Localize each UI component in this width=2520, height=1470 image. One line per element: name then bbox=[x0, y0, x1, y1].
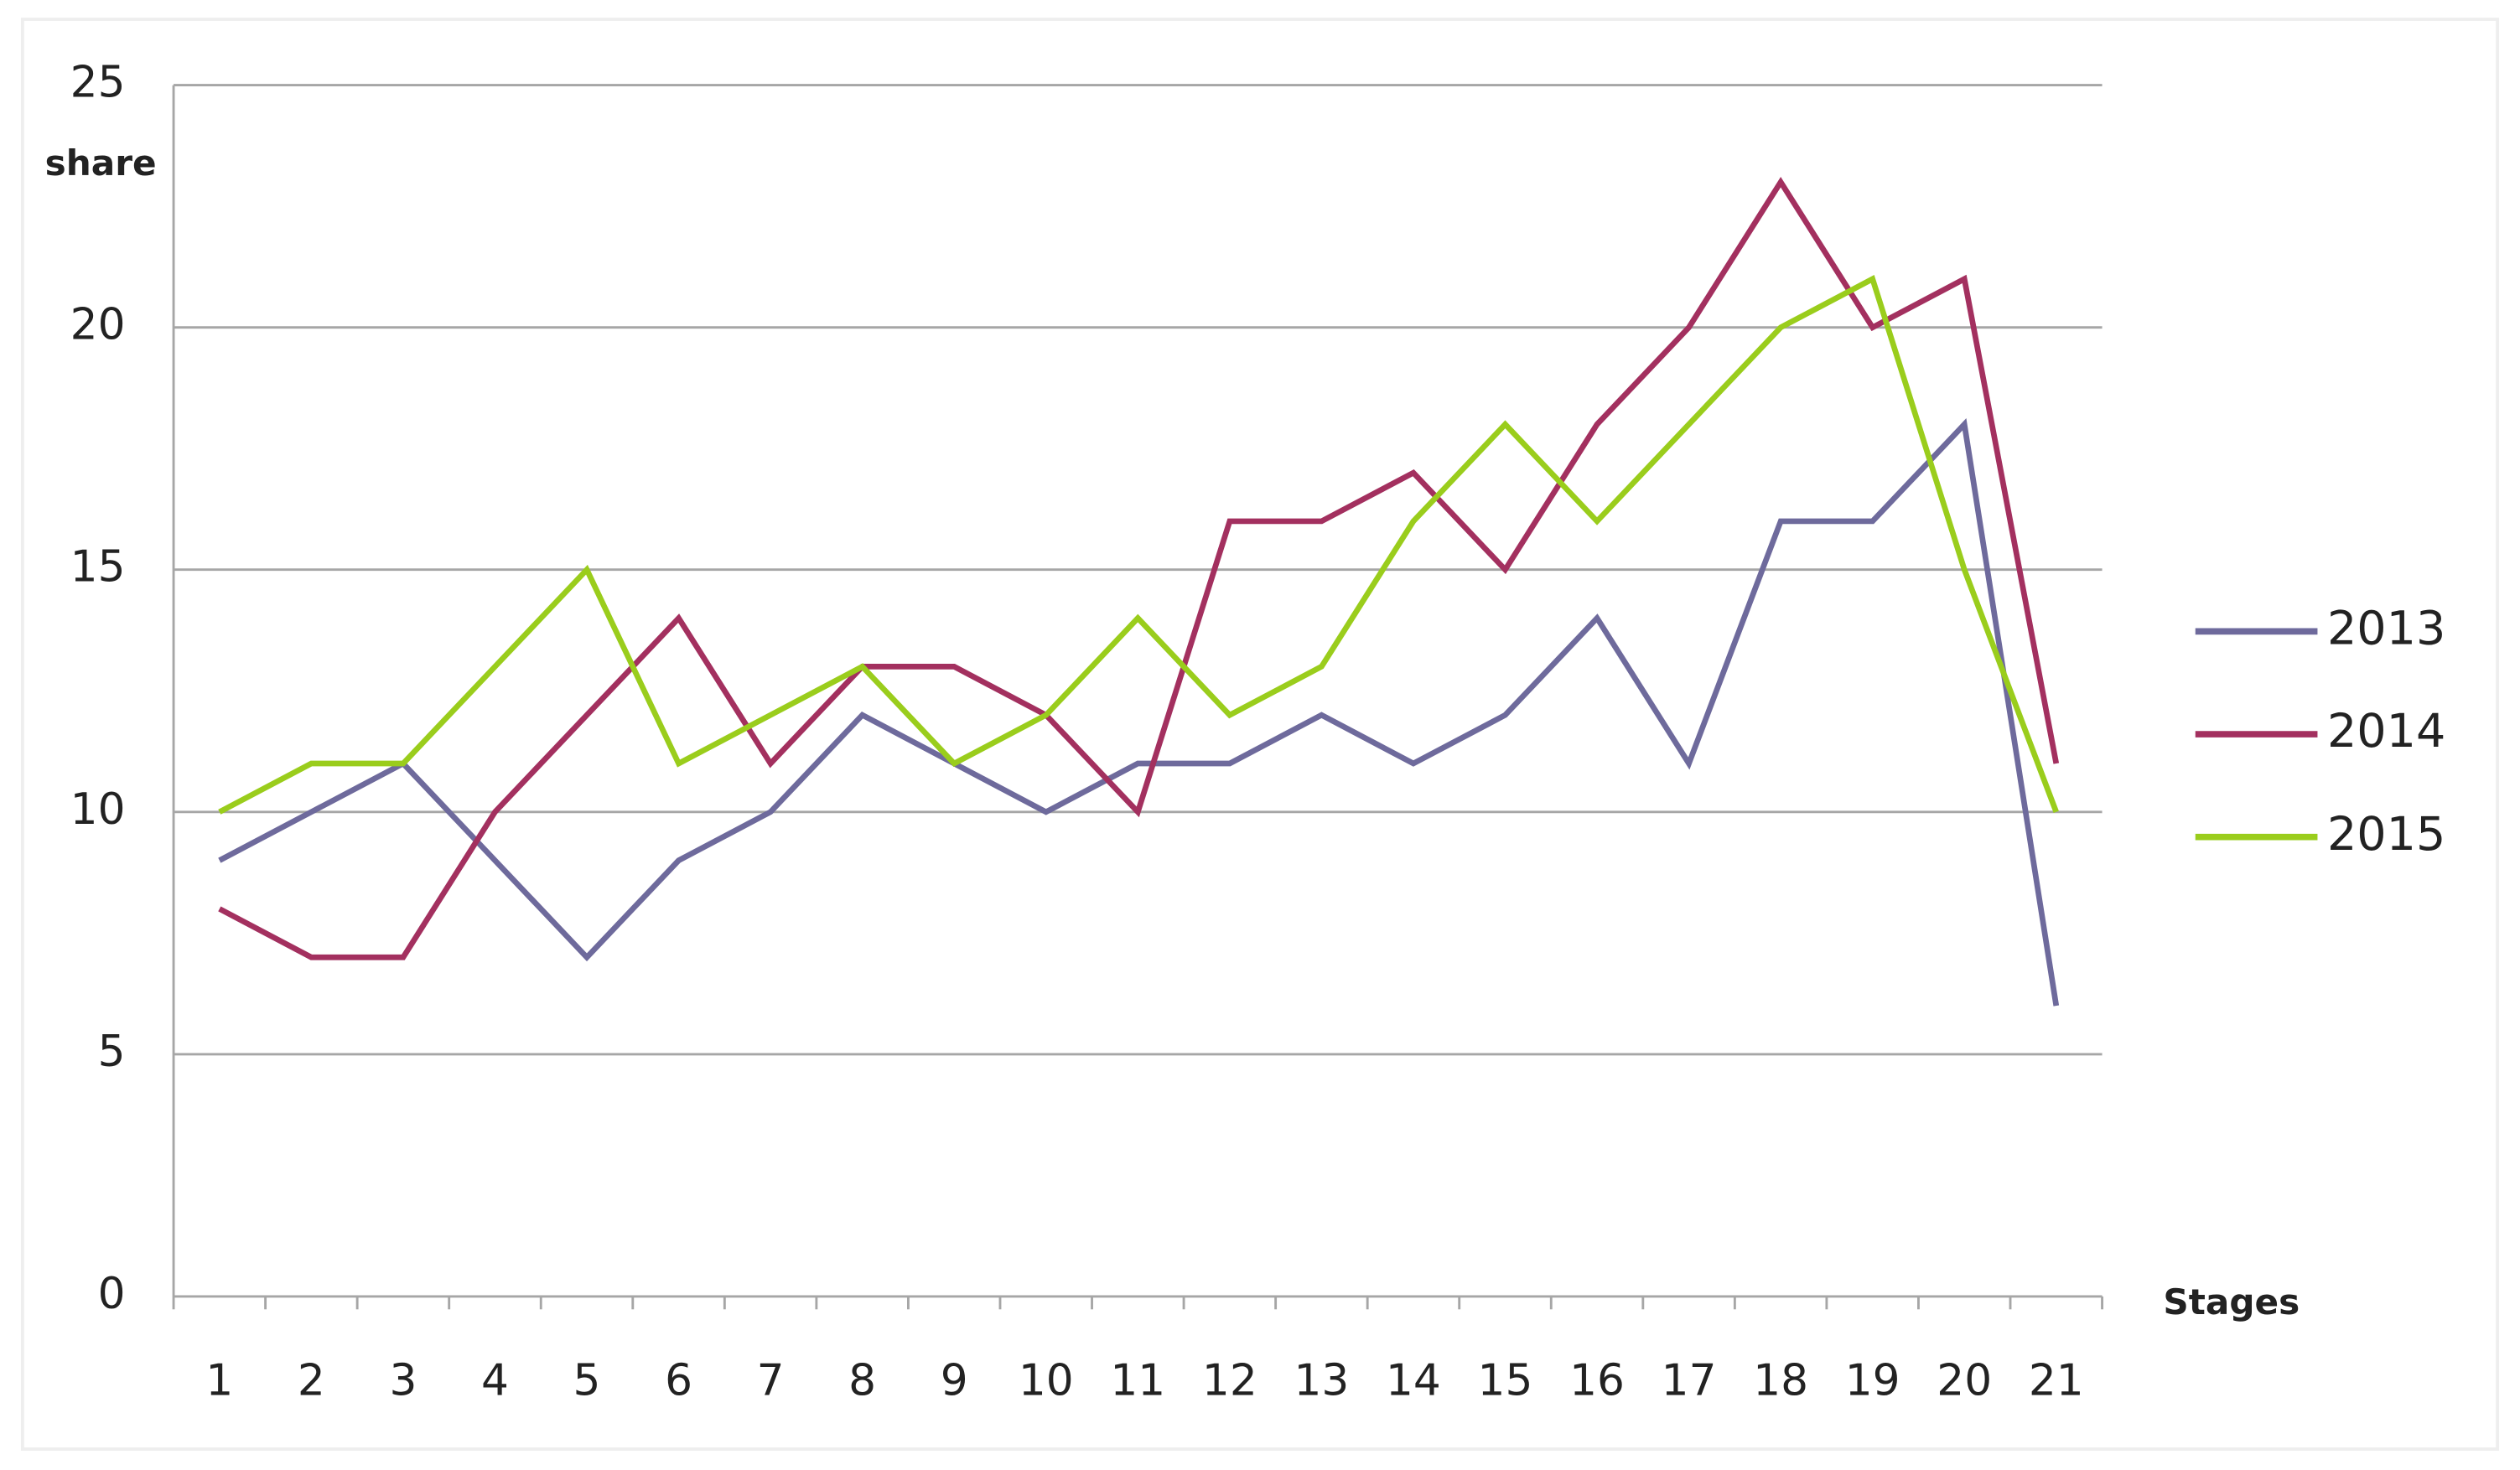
series-line bbox=[218, 176, 2060, 960]
y-tick-label: 10 bbox=[70, 784, 126, 835]
x-tick-label: 3 bbox=[389, 1355, 417, 1405]
series-line bbox=[218, 418, 2060, 1007]
x-tick-label: 18 bbox=[1753, 1355, 1808, 1405]
x-tick-label: 12 bbox=[1202, 1355, 1257, 1405]
legend-label: 2014 bbox=[2327, 704, 2445, 758]
x-tick-label: 10 bbox=[1019, 1355, 1074, 1405]
x-tick-label: 17 bbox=[1662, 1355, 1717, 1405]
series-line bbox=[218, 275, 2059, 815]
x-tick-label: 5 bbox=[573, 1355, 601, 1405]
x-tick-label: 16 bbox=[1569, 1355, 1625, 1405]
x-tick-label: 2 bbox=[298, 1355, 325, 1405]
x-tick-label: 9 bbox=[941, 1355, 968, 1405]
x-tick-label: 4 bbox=[481, 1355, 509, 1405]
x-tick-label: 11 bbox=[1110, 1355, 1165, 1405]
x-tick-label: 1 bbox=[205, 1355, 233, 1405]
y-tick-label: 15 bbox=[70, 542, 126, 593]
x-tick-label: 8 bbox=[848, 1355, 876, 1405]
chart-frame bbox=[20, 18, 2500, 1451]
x-tick-label: 20 bbox=[1937, 1355, 1992, 1405]
x-axis-title: Stages bbox=[2163, 1281, 2300, 1322]
x-tick-label: 7 bbox=[757, 1355, 785, 1405]
legend-label: 2013 bbox=[2327, 601, 2445, 655]
x-tick-label: 15 bbox=[1478, 1355, 1533, 1405]
y-axis-title: share bbox=[45, 142, 157, 184]
legend-label: 2015 bbox=[2327, 807, 2445, 862]
x-tick-label: 21 bbox=[2029, 1355, 2084, 1405]
x-tick-label: 13 bbox=[1294, 1355, 1349, 1405]
y-tick-label: 20 bbox=[70, 300, 126, 350]
y-tick-label: 25 bbox=[70, 58, 126, 108]
y-tick-label: 0 bbox=[98, 1269, 126, 1319]
y-tick-label: 5 bbox=[98, 1027, 126, 1077]
x-tick-label: 19 bbox=[1845, 1355, 1900, 1405]
x-tick-label: 14 bbox=[1386, 1355, 1441, 1405]
x-tick-label: 6 bbox=[665, 1355, 692, 1405]
